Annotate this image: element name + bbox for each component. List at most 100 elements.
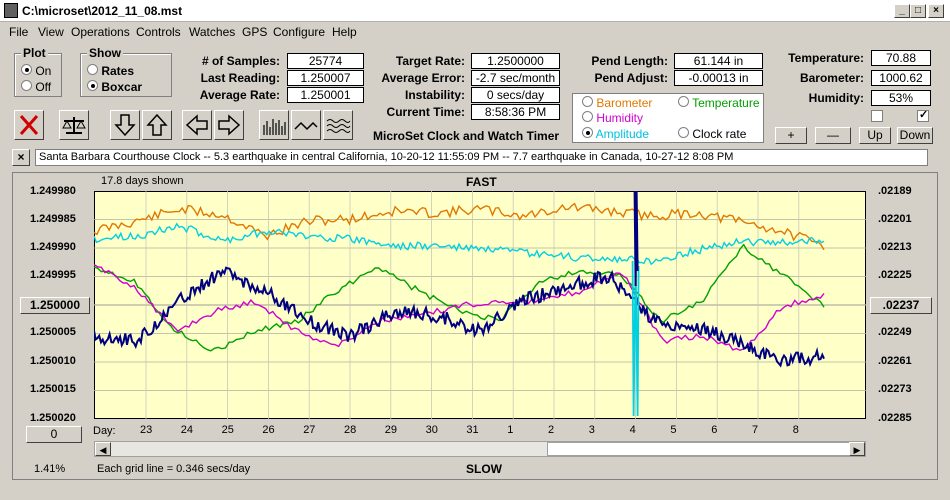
slow-label: SLOW [466, 462, 502, 476]
rates-label: Rates [101, 64, 135, 78]
pend-adjust-label: Pend Adjust: [594, 71, 668, 85]
right-tick: .02201 [878, 213, 912, 225]
checkbox-right-checked[interactable]: ✓ [917, 109, 929, 122]
right-tick: .02189 [878, 185, 912, 197]
arrow-left-icon [185, 114, 208, 136]
temperature-trace [94, 243, 825, 352]
zero-button[interactable]: 0 [26, 426, 82, 443]
menu-configure[interactable]: Configure [273, 25, 326, 39]
scroll-left-arrow[interactable]: ◀ [95, 442, 111, 456]
barometer-env-label: Barometer: [799, 71, 864, 85]
noise-button[interactable] [323, 110, 353, 140]
menu-gps[interactable]: GPS [242, 25, 268, 39]
scroll-up-button[interactable]: Up [859, 127, 891, 144]
day-tick-label: 4 [629, 424, 636, 436]
humidity-trace [94, 263, 825, 352]
right-tick: .02273 [878, 383, 912, 395]
menu-help[interactable]: Help [332, 25, 357, 39]
day-tick-label: 3 [588, 424, 595, 436]
overlay-temperature[interactable]: Temperature [678, 96, 760, 110]
current-time-label: Current Time: [386, 105, 465, 119]
rates-radio[interactable] [87, 64, 98, 75]
clear-button[interactable] [14, 110, 44, 140]
amplitude-trace [94, 222, 825, 266]
barometer-radio[interactable] [582, 96, 593, 107]
day-tick-label: 24 [180, 424, 194, 436]
plot-canvas[interactable] [94, 191, 866, 419]
right-tick: .02213 [878, 241, 912, 253]
balance-button[interactable] [59, 110, 89, 140]
overlay-humidity[interactable]: Humidity [582, 111, 643, 125]
wave-button[interactable] [291, 110, 321, 140]
overlay-barometer[interactable]: Barometer [582, 96, 652, 110]
center-rate-button[interactable]: 1.250000 [20, 297, 90, 314]
barometer-field: 1000.62 [871, 70, 931, 86]
minimize-button[interactable]: _ [894, 4, 910, 18]
menu-operations[interactable]: Operations [71, 25, 130, 39]
plot-off-radio[interactable] [21, 80, 32, 91]
show-group-label: Show [87, 46, 123, 60]
arrow-down-button[interactable] [110, 110, 140, 140]
overlay-amplitude[interactable]: Amplitude [582, 127, 649, 141]
temperature-field: 70.88 [871, 50, 931, 66]
clock-rate-radio[interactable] [678, 127, 689, 138]
zoom-in-button[interactable]: + [775, 127, 807, 144]
info-bar: Santa Barbara Courthouse Clock -- 5.3 ea… [35, 149, 928, 166]
instability-label: Instability: [404, 88, 465, 102]
plot-off-option[interactable]: Off [21, 80, 51, 94]
arrow-right-icon [218, 114, 241, 136]
plot-group-label: Plot [21, 46, 48, 60]
humidity-env-label: Humidity: [808, 91, 864, 105]
maximize-button[interactable]: □ [910, 4, 926, 18]
horizontal-scrollbar[interactable]: ◀ ▶ [94, 441, 866, 457]
left-tick: 1.249980 [30, 185, 76, 197]
humidity-field: 53% [871, 90, 931, 106]
left-tick: 1.250005 [30, 326, 76, 338]
show-boxcar-option[interactable]: Boxcar [87, 80, 142, 94]
day-tick-label: 27 [303, 424, 316, 436]
arrow-left-button[interactable] [182, 110, 212, 140]
close-button[interactable]: × [928, 4, 944, 18]
day-tick-label: 7 [752, 424, 759, 436]
amplitude-radio[interactable] [582, 127, 593, 138]
clock-rate-trace [94, 266, 825, 368]
menu-controls[interactable]: Controls [136, 25, 181, 39]
wave-icon [294, 121, 318, 131]
arrow-right-button[interactable] [214, 110, 244, 140]
menu-view[interactable]: View [38, 25, 64, 39]
pend-length-field[interactable]: 61.144 in [674, 53, 763, 69]
target-rate-label: Target Rate: [395, 54, 465, 68]
menu-watches[interactable]: Watches [189, 25, 236, 39]
show-rates-option[interactable]: Rates [87, 64, 134, 78]
zoom-out-button[interactable]: — [815, 127, 851, 144]
scroll-down-button[interactable]: Down [897, 127, 933, 144]
current-time-field: 8:58:36 PM [471, 104, 560, 120]
app-icon [4, 3, 18, 18]
scrollbar-thumb[interactable] [547, 442, 850, 456]
overlay-clock-rate[interactable]: Clock rate [678, 127, 746, 141]
temperature-radio[interactable] [678, 96, 689, 107]
fast-label: FAST [466, 175, 497, 189]
center-amplitude-button[interactable]: .02237 [870, 297, 932, 314]
scroll-right-arrow[interactable]: ▶ [849, 442, 865, 456]
boxcar-radio[interactable] [87, 80, 98, 91]
humidity-radio[interactable] [582, 111, 593, 122]
target-rate-field[interactable]: 1.2500000 [471, 53, 560, 69]
checkbox-left[interactable] [871, 110, 883, 122]
left-tick: 1.250010 [30, 355, 76, 367]
left-tick: 1.250020 [30, 412, 76, 424]
histogram-icon [263, 119, 286, 135]
day-tick-label: 30 [425, 424, 438, 436]
plot-group: Plot On Off [14, 46, 62, 97]
average-rate-field: 1.250001 [287, 87, 364, 103]
barometer-label: Barometer [596, 96, 653, 110]
day-tick-label: 31 [466, 424, 479, 436]
info-close-button[interactable]: × [12, 149, 30, 166]
day-tick-label: 23 [140, 424, 153, 436]
arrow-up-button[interactable] [142, 110, 172, 140]
histogram-button[interactable] [259, 110, 289, 140]
plot-on-radio[interactable] [21, 64, 32, 75]
show-group: Show Rates Boxcar [80, 46, 172, 97]
menu-file[interactable]: File [9, 25, 29, 39]
plot-on-option[interactable]: On [21, 64, 51, 78]
